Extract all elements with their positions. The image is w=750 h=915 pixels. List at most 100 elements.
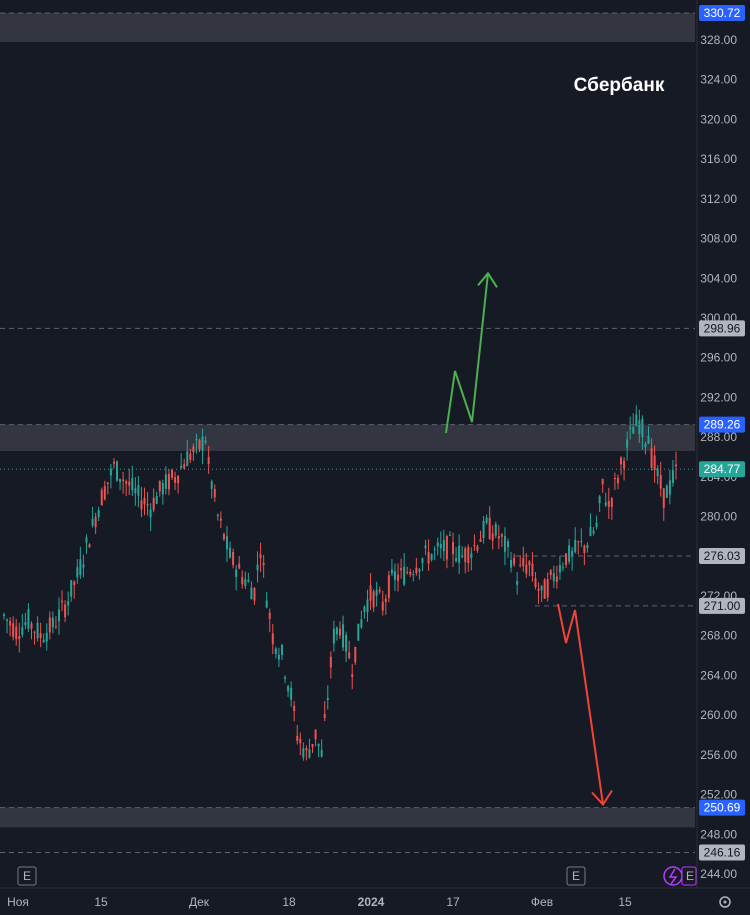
candle-body	[259, 554, 262, 559]
candle-body	[204, 440, 207, 443]
level-badge-0	[699, 4, 745, 21]
candle-body	[183, 464, 186, 469]
candle-body	[265, 600, 268, 608]
candle-body	[198, 439, 201, 450]
candle-body	[488, 517, 491, 539]
candle-body	[552, 573, 555, 582]
candle-body	[644, 443, 647, 448]
candle-body	[131, 478, 134, 491]
price-tick-label: 252.00	[700, 788, 737, 802]
candle-body	[164, 474, 167, 489]
candle-body	[222, 533, 225, 540]
candle-body	[299, 738, 302, 744]
level-badge-label: 289.26	[704, 418, 741, 432]
price-tick-label: 256.00	[700, 748, 737, 762]
zone-2	[0, 807, 695, 828]
forecast-arrows	[445, 271, 613, 807]
candle-body	[671, 470, 674, 483]
price-axis-bg	[697, 0, 750, 888]
bullish-arrowhead	[477, 271, 498, 288]
event-marker-label: E	[572, 869, 580, 883]
candle-body	[305, 748, 308, 751]
candle-body	[647, 435, 650, 444]
candle-body	[531, 563, 534, 576]
candle-body	[555, 576, 558, 582]
candle-body	[351, 674, 354, 678]
time-tick-label: 18	[282, 895, 296, 909]
candle-body	[369, 585, 372, 601]
current-price-label: 284.77	[704, 462, 741, 476]
candle-body	[650, 447, 653, 468]
candle-body	[623, 460, 626, 469]
candle-body	[161, 483, 164, 495]
candle-body	[51, 617, 54, 628]
candle-body	[339, 628, 341, 636]
candle-body	[48, 617, 51, 633]
candle-body	[363, 606, 366, 612]
time-tick-label: 2024	[358, 895, 385, 909]
price-tick-label: 324.00	[700, 73, 737, 87]
gear-icon[interactable]	[719, 896, 731, 908]
candle-body	[485, 517, 488, 523]
candle-body	[311, 744, 314, 747]
candle-body	[528, 561, 531, 566]
candle-body	[375, 589, 378, 596]
candle-body	[82, 564, 85, 568]
price-tick-label: 260.00	[700, 708, 737, 722]
level-badge-1	[699, 320, 745, 337]
candle-body	[601, 478, 604, 485]
candle-body	[604, 502, 607, 506]
candle-body	[342, 624, 345, 648]
time-axis-bg	[0, 888, 750, 915]
candle-body	[378, 589, 381, 592]
candle-body	[626, 439, 629, 448]
candle-body	[134, 488, 137, 494]
level-badge-5	[699, 799, 745, 816]
event-marker-1[interactable]	[566, 866, 586, 886]
level-badge-2	[699, 416, 745, 433]
candlesticks	[3, 405, 677, 761]
event-marker-0[interactable]	[17, 866, 37, 886]
resistance-support-zones	[0, 12, 695, 828]
candle-body	[522, 557, 525, 567]
candle-body	[137, 485, 140, 496]
candle-body	[445, 536, 448, 560]
candle-body	[436, 542, 439, 547]
candle-body	[442, 539, 445, 552]
candle-body	[18, 635, 21, 639]
candle-body	[235, 569, 238, 577]
candle-body	[592, 530, 595, 534]
candle-body	[513, 557, 516, 565]
candle-body	[525, 564, 528, 574]
candle-body	[537, 588, 540, 591]
candle-body	[500, 534, 503, 537]
candle-body	[610, 498, 613, 508]
candle-body	[409, 572, 412, 575]
candle-body	[174, 477, 177, 483]
candle-body	[400, 568, 403, 571]
price-tick-label: 268.00	[700, 629, 737, 643]
candle-body	[662, 488, 665, 508]
candle-body	[546, 579, 549, 598]
candle-body	[317, 743, 320, 747]
price-axis[interactable]: 244.00 248.00 252.00 256.00 260.00 264.00 268.…	[696, 0, 750, 888]
candle-body	[284, 677, 287, 679]
time-axis[interactable]: Ноя 15 Дек 18 2024 17 Фев 15	[0, 887, 750, 915]
candle-body	[42, 639, 45, 642]
candle-body	[641, 418, 644, 438]
candle-body	[586, 544, 589, 548]
candle-body	[277, 654, 280, 660]
candle-body	[415, 567, 418, 574]
candle-body	[103, 486, 106, 500]
event-marker-purple	[681, 866, 697, 886]
candle-body	[253, 588, 256, 601]
candle-body	[635, 414, 638, 426]
candle-body	[85, 537, 88, 543]
candle-body	[558, 565, 561, 573]
candle-body	[354, 646, 357, 663]
candle-body	[207, 456, 210, 465]
candle-body	[189, 453, 192, 460]
candle-body	[656, 468, 659, 476]
